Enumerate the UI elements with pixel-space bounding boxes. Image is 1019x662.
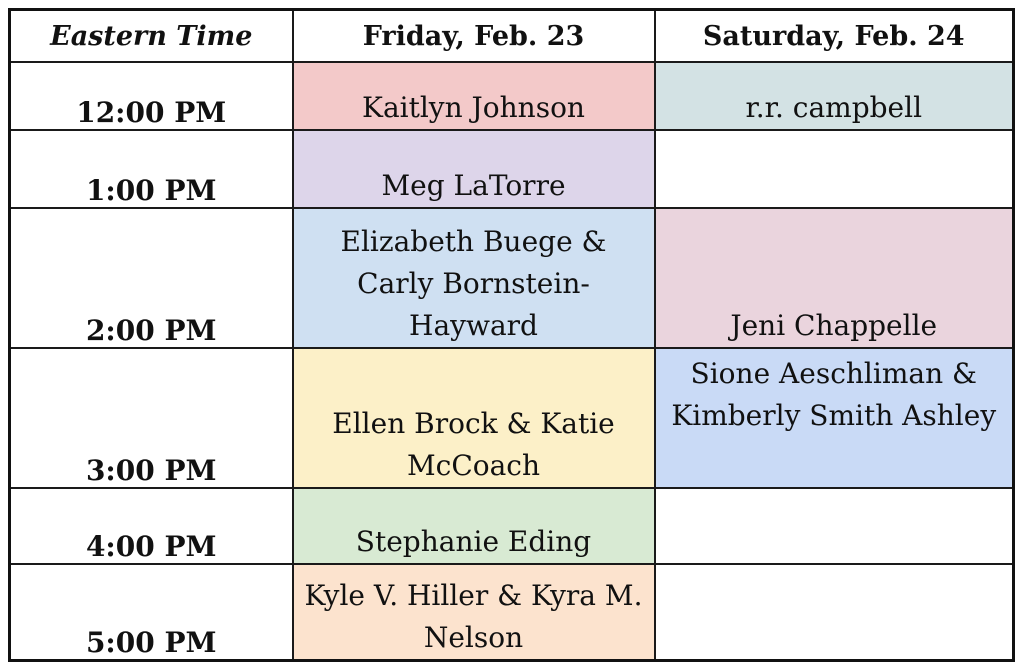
saturday-slot [653, 487, 1015, 565]
time-cell: 12:00 PM [8, 61, 294, 131]
friday-slot: Kaitlyn Johnson [291, 61, 656, 131]
saturday-slot [653, 129, 1015, 209]
time-cell: 3:00 PM [8, 347, 294, 489]
saturday-column-header: Saturday, Feb. 24 [653, 8, 1015, 63]
table-row: 4:00 PM Stephanie Eding [8, 487, 1015, 565]
table-row: 1:00 PM Meg LaTorre [8, 129, 1015, 209]
saturday-slot: Sione Aeschliman & Kimberly Smith Ashley [653, 347, 1015, 489]
time-column-header: Eastern Time [8, 8, 294, 63]
header-row: Eastern Time Friday, Feb. 23 Saturday, F… [8, 8, 1015, 63]
friday-slot: Stephanie Eding [291, 487, 656, 565]
table-row: 5:00 PM Kyle V. Hiller & Kyra M. Nelson [8, 563, 1015, 661]
saturday-slot: r.r. campbell [653, 61, 1015, 131]
saturday-slot [653, 563, 1015, 661]
saturday-slot: Jeni Chappelle [653, 207, 1015, 349]
friday-column-header: Friday, Feb. 23 [291, 8, 656, 63]
friday-slot: Kyle V. Hiller & Kyra M. Nelson [291, 563, 656, 661]
time-cell: 2:00 PM [8, 207, 294, 349]
time-cell: 1:00 PM [8, 129, 294, 209]
friday-slot: Ellen Brock & Katie McCoach [291, 347, 656, 489]
schedule-table: Eastern Time Friday, Feb. 23 Saturday, F… [8, 8, 1015, 662]
time-cell: 5:00 PM [8, 563, 294, 661]
friday-slot: Meg LaTorre [291, 129, 656, 209]
table-row: 3:00 PM Ellen Brock & Katie McCoach Sion… [8, 347, 1015, 489]
time-cell: 4:00 PM [8, 487, 294, 565]
table-row: 12:00 PM Kaitlyn Johnson r.r. campbell [8, 61, 1015, 131]
table-row: 2:00 PM Elizabeth Buege & Carly Bornstei… [8, 207, 1015, 349]
friday-slot: Elizabeth Buege & Carly Bornstein-Haywar… [291, 207, 656, 349]
